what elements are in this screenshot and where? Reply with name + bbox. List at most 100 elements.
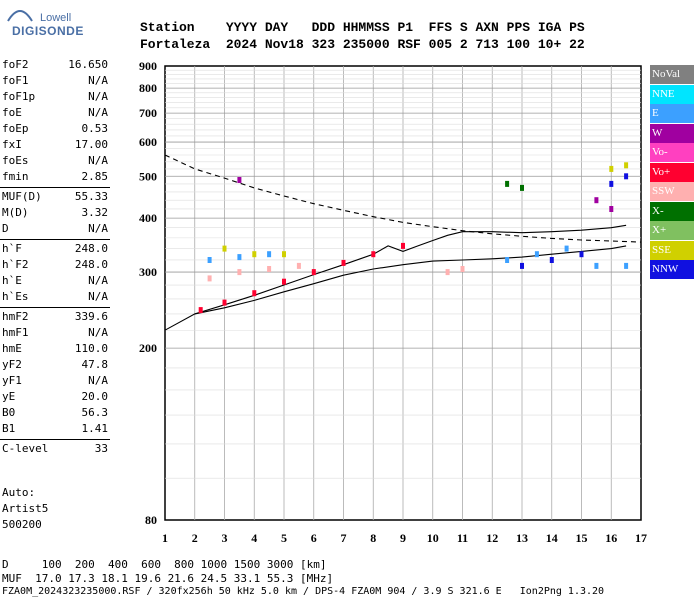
trace-point bbox=[520, 184, 524, 191]
param-name: C-level bbox=[2, 442, 49, 455]
trace-point bbox=[445, 269, 450, 276]
logo-top-text: Lowell bbox=[40, 12, 72, 24]
param-name: fxI bbox=[2, 138, 22, 151]
legend-item: W bbox=[650, 123, 694, 143]
logo-arc-icon bbox=[7, 10, 33, 22]
param-value: 55.33 bbox=[74, 190, 108, 203]
trace-point bbox=[237, 269, 242, 276]
legend-item: X- bbox=[650, 201, 694, 221]
param-value: 248.0 bbox=[74, 258, 108, 271]
param-row: D N/A bbox=[2, 222, 108, 238]
x-tick-label: 11 bbox=[457, 531, 468, 545]
param-value: 0.53 bbox=[81, 122, 109, 135]
param-row: C-level 33 bbox=[2, 442, 108, 458]
param-name: yF2 bbox=[2, 358, 22, 371]
param-name: h`E bbox=[2, 274, 22, 287]
trace-point bbox=[549, 257, 554, 263]
x-tick-label: 17 bbox=[635, 531, 647, 545]
header-row-2: Fortaleza 2024 Nov18 323 235000 RSF 005 … bbox=[140, 37, 585, 52]
x-tick-label: 4 bbox=[251, 531, 257, 545]
param-value: 248.0 bbox=[74, 242, 108, 255]
param-row: B0 56.3 bbox=[2, 406, 108, 422]
x-tick-label: 12 bbox=[486, 531, 498, 545]
param-value: 2.85 bbox=[81, 170, 109, 183]
trace-point bbox=[624, 173, 629, 180]
param-name: MUF(D) bbox=[2, 190, 42, 203]
trace-point bbox=[624, 162, 629, 169]
param-name: B1 bbox=[2, 422, 16, 435]
trace-point bbox=[371, 251, 376, 258]
trace-point bbox=[534, 251, 539, 258]
param-value: N/A bbox=[88, 374, 108, 387]
param-row: foF1 N/A bbox=[2, 74, 108, 90]
trace-point bbox=[267, 266, 272, 272]
trace-point bbox=[505, 180, 510, 187]
legend-item: SSW bbox=[650, 182, 694, 201]
param-value: 1.41 bbox=[81, 422, 109, 435]
param-value: N/A bbox=[88, 222, 108, 235]
param-name: h`F bbox=[2, 242, 22, 255]
param-row: h`F 248.0 bbox=[2, 242, 108, 258]
param-value: 3.32 bbox=[81, 206, 109, 219]
y-tick-label: 200 bbox=[139, 341, 157, 355]
param-row: foF2 16.650 bbox=[2, 58, 108, 74]
x-tick-label: 6 bbox=[311, 531, 317, 545]
param-name: foE bbox=[2, 106, 22, 119]
param-separator bbox=[0, 439, 110, 440]
param-name: yF1 bbox=[2, 374, 22, 387]
trace-point bbox=[609, 165, 614, 172]
trace-point bbox=[222, 245, 227, 252]
param-row: hmF1 N/A bbox=[2, 326, 108, 342]
param-value: N/A bbox=[88, 74, 108, 87]
param-name: yE bbox=[2, 390, 16, 403]
param-name: foF2 bbox=[2, 58, 29, 71]
trace-point bbox=[296, 262, 301, 269]
param-row: hmE 110.0 bbox=[2, 342, 108, 358]
trace-point bbox=[624, 262, 629, 269]
x-tick-label: 5 bbox=[281, 531, 287, 545]
trace-point bbox=[594, 262, 599, 269]
trace-point bbox=[252, 251, 257, 258]
y-tick-label: 600 bbox=[139, 135, 157, 149]
trace-point bbox=[564, 245, 569, 252]
x-tick-label: 10 bbox=[427, 531, 439, 545]
y-tick-label: 800 bbox=[139, 81, 157, 95]
x-tick-label: 2 bbox=[192, 531, 198, 545]
x-tick-label: 14 bbox=[546, 531, 558, 545]
param-value: 16.650 bbox=[68, 58, 108, 71]
param-row: fmin 2.85 bbox=[2, 170, 108, 186]
y-tick-label: 700 bbox=[139, 106, 157, 120]
legend-item: NNE bbox=[650, 84, 694, 104]
header-row-1: Station YYYY DAY DDD HHMMSS P1 FFS S AXN… bbox=[140, 20, 585, 35]
param-row: yF2 47.8 bbox=[2, 358, 108, 374]
param-row: yF1 N/A bbox=[2, 374, 108, 390]
bottom-line-2: MUF 17.0 17.3 18.1 19.6 21.6 24.5 33.1 5… bbox=[2, 572, 334, 585]
param-value: N/A bbox=[88, 274, 108, 287]
bottom-line-3: FZA0M_2024323235000.RSF / 320fx256h 50 k… bbox=[2, 586, 605, 597]
trace-point bbox=[460, 266, 465, 272]
param-value: 47.8 bbox=[81, 358, 109, 371]
curve-line bbox=[194, 224, 627, 315]
param-value: N/A bbox=[88, 106, 108, 119]
bottom-line-1: D 100 200 400 600 800 1000 1500 3000 [km… bbox=[2, 558, 327, 571]
param-row: h`Es N/A bbox=[2, 290, 108, 306]
legend-item: X+ bbox=[650, 221, 694, 240]
x-tick-label: 1 bbox=[162, 531, 168, 545]
param-value: 20.0 bbox=[81, 390, 109, 403]
param-name: foF1 bbox=[2, 74, 29, 87]
trace-point bbox=[311, 269, 316, 276]
param-value: 56.3 bbox=[81, 406, 109, 419]
x-tick-label: 9 bbox=[400, 531, 406, 545]
param-row: foEs N/A bbox=[2, 154, 108, 170]
param-row: fxI 17.00 bbox=[2, 138, 108, 154]
param-row: B1 1.41 bbox=[2, 422, 108, 438]
trace-point bbox=[609, 206, 614, 212]
param-row: yE 20.0 bbox=[2, 390, 108, 406]
param-row: MUF(D) 55.33 bbox=[2, 190, 108, 206]
x-tick-label: 3 bbox=[222, 531, 228, 545]
curve-line bbox=[164, 245, 627, 331]
trace-point bbox=[267, 251, 272, 258]
trace-point bbox=[579, 251, 584, 258]
param-value: 33 bbox=[94, 442, 108, 455]
param-name: D bbox=[2, 222, 9, 235]
